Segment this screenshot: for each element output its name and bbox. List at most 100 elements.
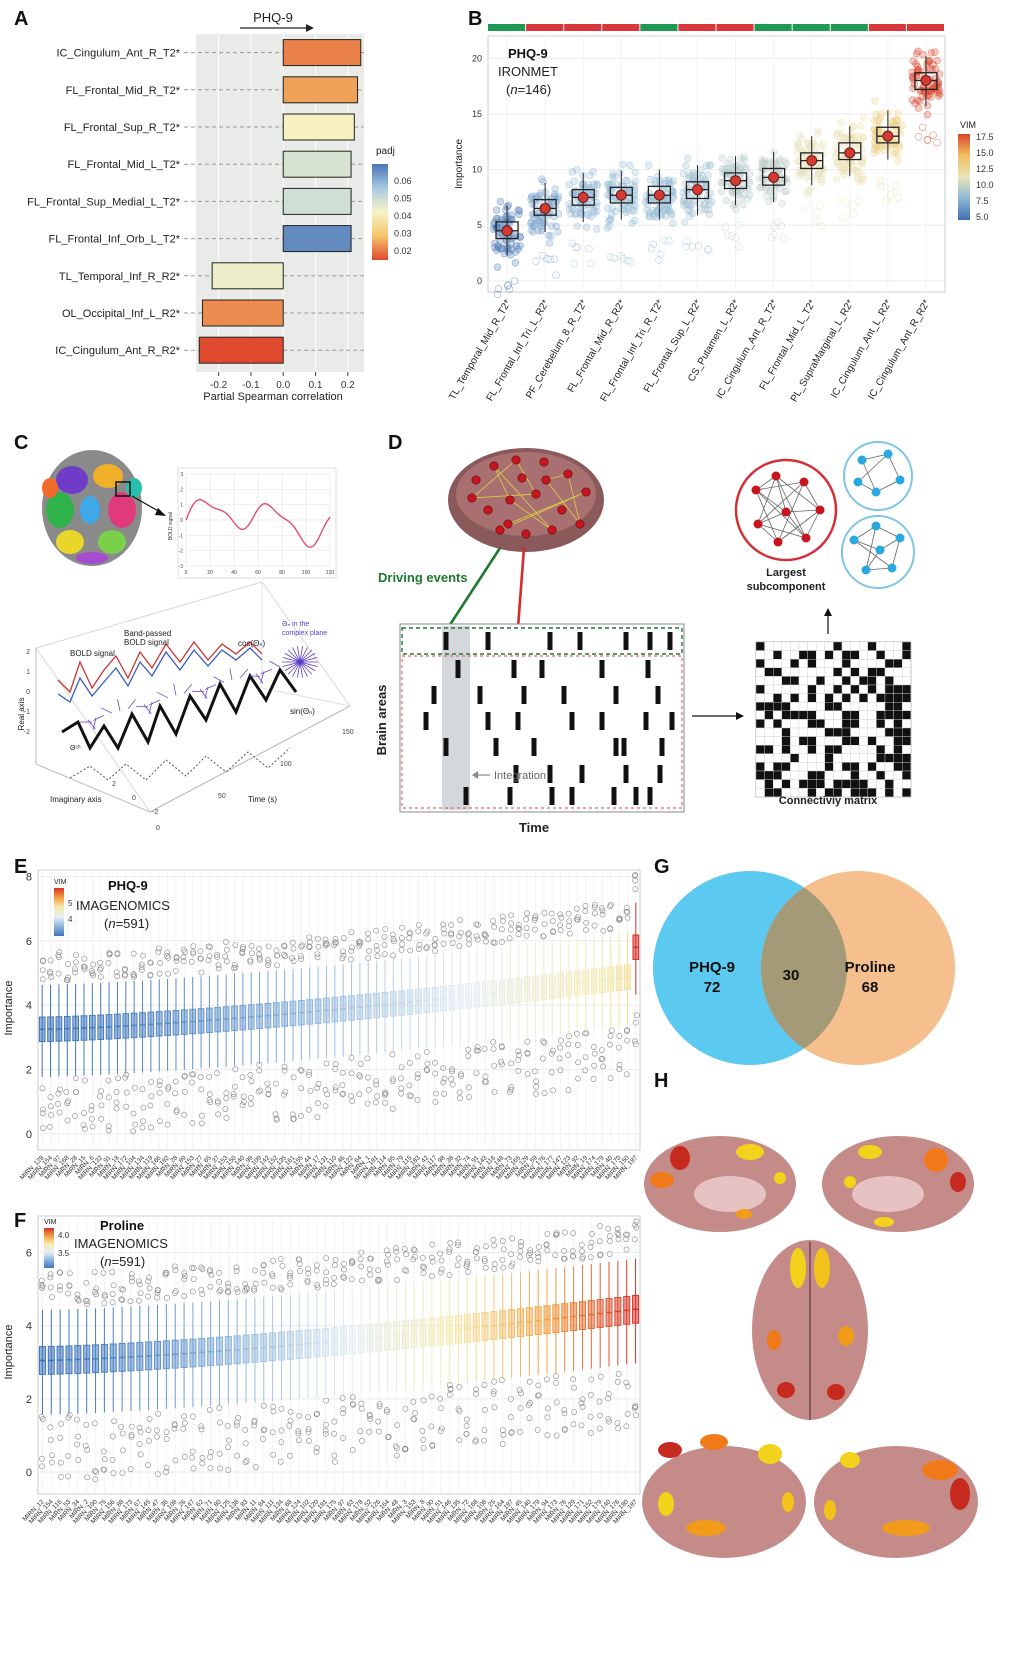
matrix-cell [833,727,843,737]
matrix-cell [781,719,791,729]
outlier-point [341,1274,347,1281]
outlier-point [540,1055,546,1062]
matrix-cell [807,770,817,780]
outlier-point [122,971,129,978]
outlier-point [544,1432,551,1439]
outlier-point [48,1294,55,1301]
outlier-point [465,930,472,937]
outlier-point [88,1103,95,1109]
event-spike [577,632,583,650]
outlier-point [146,1437,152,1444]
outlier-point [855,197,863,205]
outlier-point [147,1102,154,1109]
outlier-point [438,1425,445,1432]
outlier-point [304,1279,311,1286]
matrix-cell [876,684,886,694]
outlier-point [73,1416,80,1423]
matrix-cell [893,745,903,755]
outlier-point [198,1264,204,1271]
outlier-point [181,1276,188,1282]
outlier-point [323,1060,330,1067]
matrix-cell [824,727,834,737]
outlier-point [48,1112,54,1118]
outlier-point [364,1100,371,1107]
outlier-point [499,1061,505,1068]
outlier-point [356,1072,363,1079]
outlier-point [49,1452,56,1459]
outlier-point [383,1258,390,1265]
outlier-point [374,947,380,953]
outlier-point [281,951,287,958]
outlier-point [146,1285,153,1292]
outlier-point [446,1248,453,1255]
outlier-point [416,941,423,948]
matrix-cell [833,753,843,763]
outlier-point [607,1041,613,1048]
outlier-point [251,1285,257,1292]
panel-letter-h: H [654,1070,669,1092]
outlier-point [82,1077,88,1084]
legend-title: VIM [960,120,976,130]
outlier-point [57,1459,64,1466]
outlier-point [438,1266,445,1273]
matrix-cell [876,745,886,755]
complex-plane-vector [299,661,318,667]
imag-axis-label: Imaginary axis [50,795,102,804]
data-point [686,212,694,220]
outlier-point [131,1084,138,1091]
phase-spoke [269,660,281,668]
outlier-point [277,1256,284,1263]
outlier-point [463,1416,470,1423]
data-point [514,245,522,253]
outlier-point [140,1118,146,1125]
matrix-arrow-head [736,712,744,720]
matrix-cell [893,710,903,720]
outlier-point [473,1386,480,1393]
outlier-point [304,1277,311,1284]
outlier-point [243,1457,250,1464]
outlier-point [48,973,55,980]
data-point [631,177,639,186]
real-tick-label: 1 [26,669,30,676]
data-point [923,101,932,110]
data-point [832,131,841,139]
outlier-point [157,1118,163,1125]
matrix-cell [781,650,791,660]
mean-marker [806,155,818,167]
matrix-cell [824,693,834,703]
outlier-point [248,942,255,949]
outlier-point [375,1418,382,1425]
matrix-cell [764,719,774,729]
outlier-point [248,950,255,957]
outlier-point [481,1427,488,1434]
outlier-point [384,1261,391,1268]
outlier-point [113,969,120,975]
data-point [772,159,781,167]
outlier-point [499,1256,506,1263]
matrix-cell [755,667,765,677]
data-point [894,116,902,124]
outlier-point [535,1254,542,1260]
outlier-point [446,1391,453,1398]
outlier-point [438,1257,445,1264]
outlier-point [401,1267,408,1273]
outlier-point [590,1044,597,1050]
outlier-point [508,920,515,927]
outlier-point [314,951,321,957]
matrix-cell [790,727,800,737]
outlier-point [247,958,254,965]
outlier-point [591,902,598,908]
network-edge [757,523,807,539]
data-point [573,166,581,174]
outlier-point [84,1301,91,1308]
outlier-point [198,1120,205,1127]
matrix-cell [884,745,894,755]
matrix-cell [833,745,843,755]
outlier-point [570,1376,577,1383]
matrix-cell [781,684,791,694]
outlier-point [340,1406,347,1412]
network-node [517,473,527,483]
data-point [894,109,902,117]
outlier-point [373,942,380,949]
outlier-point [40,1125,46,1132]
